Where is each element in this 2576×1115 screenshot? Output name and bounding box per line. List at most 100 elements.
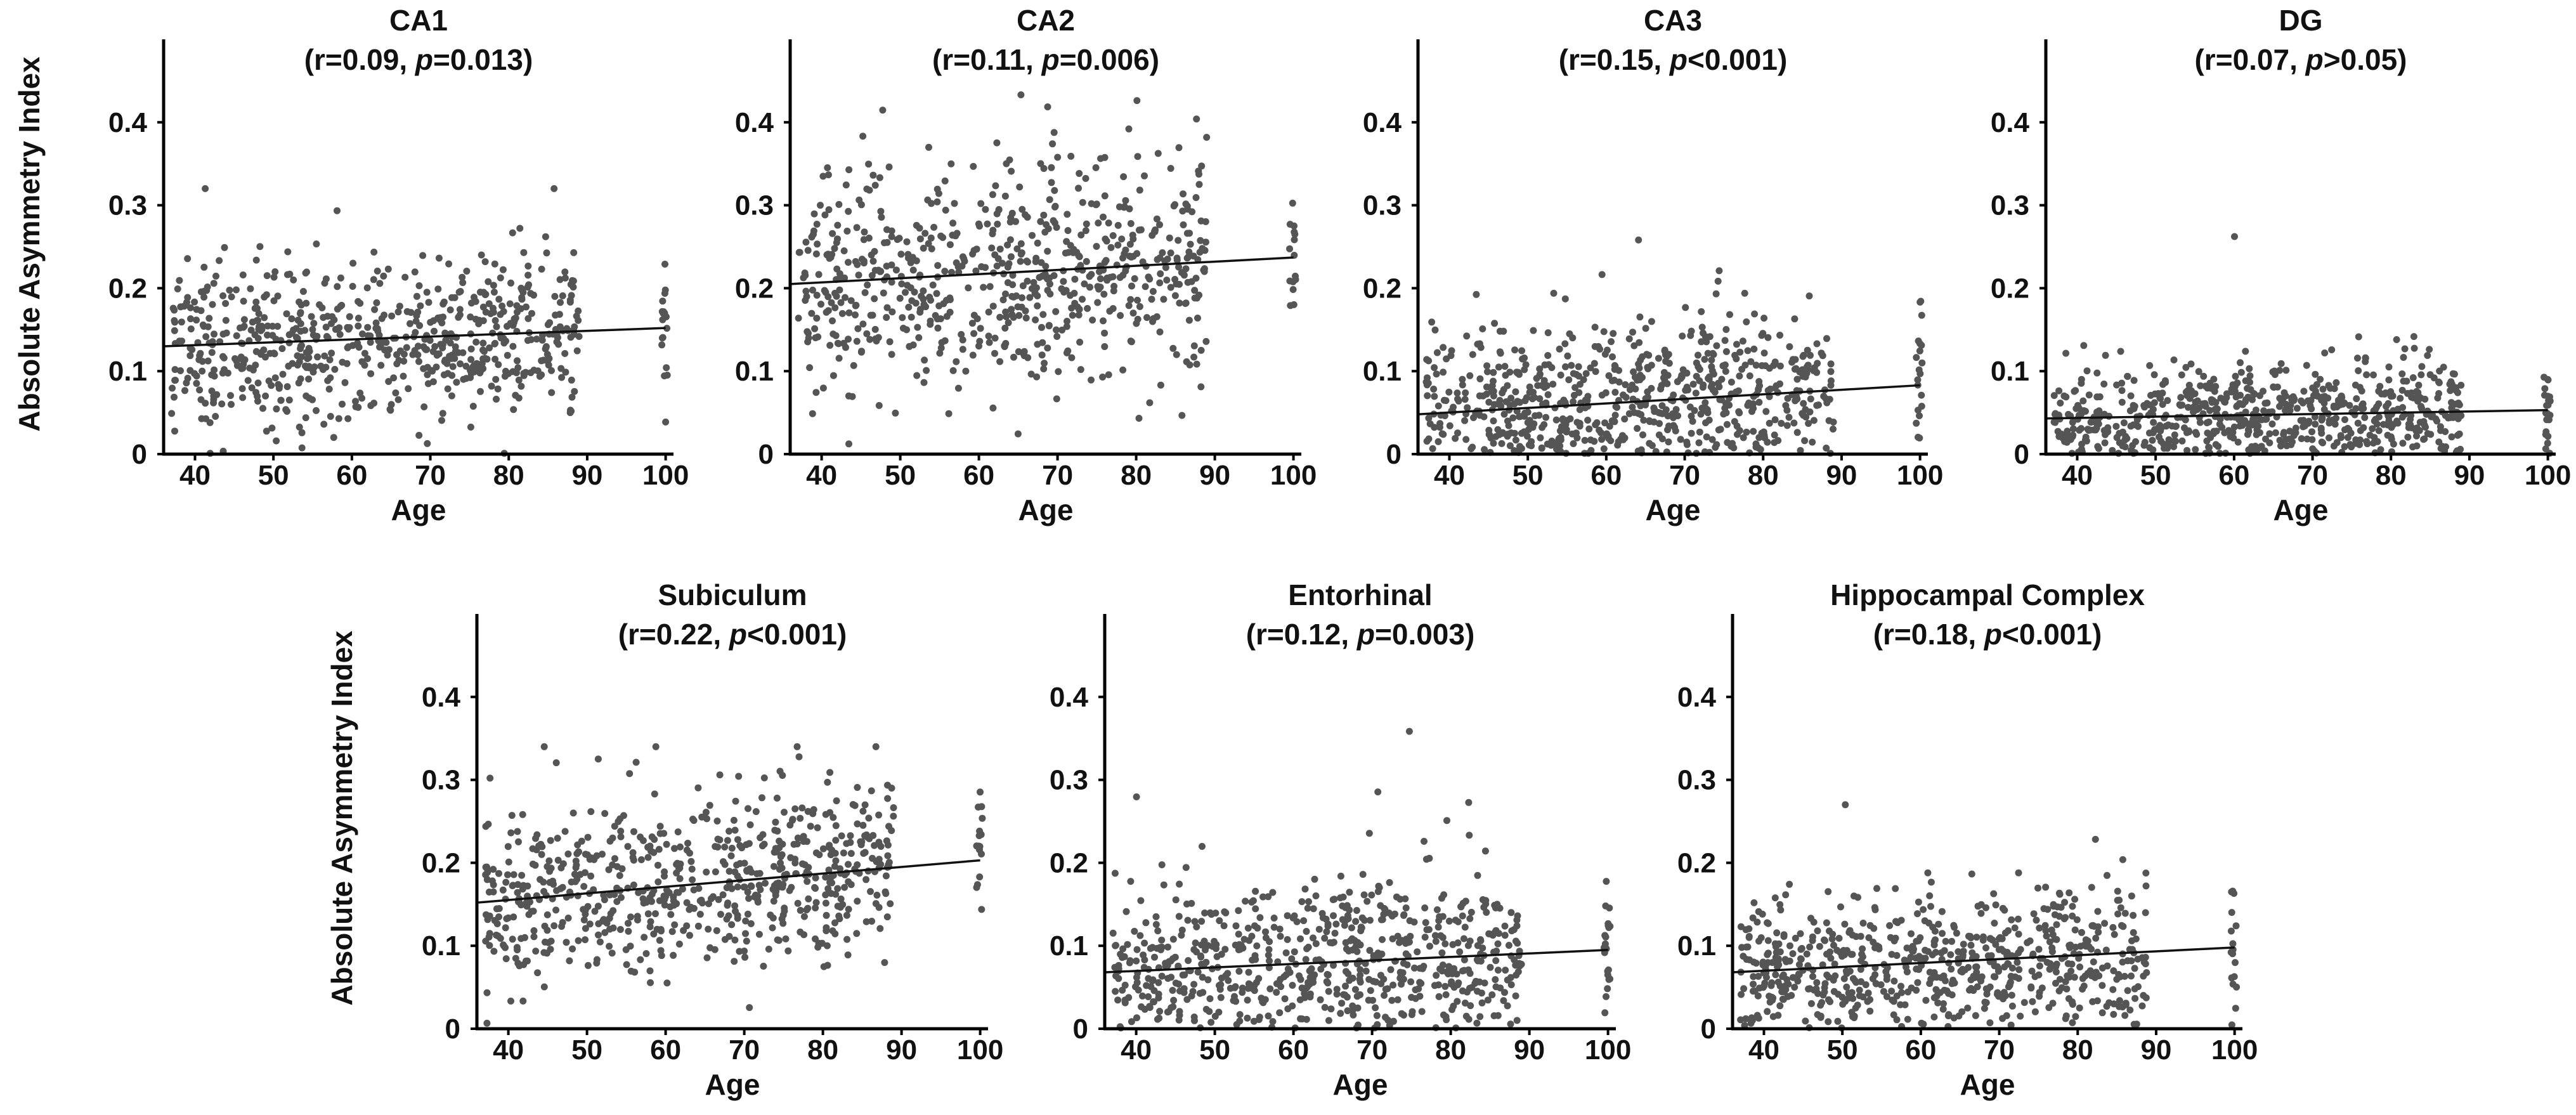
data-point [916, 308, 924, 316]
data-point [2435, 438, 2443, 446]
data-point [2008, 916, 2015, 923]
data-point [1055, 368, 1062, 375]
data-point [1663, 380, 1671, 388]
data-point [1500, 997, 1507, 1005]
data-point [1176, 1008, 1183, 1015]
data-point [1426, 420, 1434, 427]
data-point [1883, 993, 1890, 1000]
data-point [803, 838, 810, 845]
data-point [714, 835, 722, 843]
data-point [811, 325, 819, 332]
data-point [1175, 1016, 1183, 1024]
data-point [2338, 434, 2345, 441]
data-point [2124, 372, 2131, 380]
data-point [1282, 949, 1290, 956]
data-point [1089, 316, 1096, 324]
data-point [2088, 884, 2095, 891]
data-point [1374, 788, 1382, 796]
data-point [1636, 339, 1643, 346]
data-point [490, 304, 497, 312]
data-point [1008, 306, 1015, 313]
data-point [933, 315, 941, 323]
data-point [1511, 429, 1518, 437]
data-point [467, 356, 475, 363]
data-point [2398, 370, 2406, 377]
data-point [1932, 936, 1939, 944]
data-point [2130, 929, 2137, 936]
data-point [840, 849, 847, 857]
data-point [1198, 918, 1206, 925]
data-point [1248, 932, 1256, 940]
data-point [1747, 1019, 1755, 1027]
data-point [1332, 920, 1340, 928]
data-point [758, 794, 765, 802]
data-point [1245, 968, 1252, 976]
data-point [2132, 935, 2140, 942]
data-point [883, 304, 891, 311]
data-point [2404, 433, 2412, 441]
data-point [314, 353, 322, 361]
data-point [1461, 396, 1469, 403]
data-point [1009, 271, 1017, 279]
data-point [1001, 324, 1009, 332]
data-point [1921, 917, 1929, 925]
data-point [2120, 419, 2128, 427]
data-point [1833, 946, 1841, 954]
data-point [2055, 889, 2063, 897]
data-point [1848, 989, 1856, 996]
data-point [2057, 904, 2065, 911]
data-point [1190, 353, 1198, 361]
data-point [993, 139, 1001, 147]
data-point [1289, 199, 1296, 207]
data-point [1017, 240, 1025, 247]
data-point [509, 229, 516, 237]
data-point [221, 244, 228, 251]
data-point [407, 320, 413, 327]
data-point [809, 810, 817, 818]
data-point [1071, 299, 1079, 307]
data-point [1114, 221, 1122, 229]
x-tick-label: 40 [179, 460, 211, 491]
data-point [1194, 315, 1201, 322]
data-point [1650, 418, 1658, 426]
data-point [1793, 429, 1801, 436]
data-point [2435, 390, 2443, 397]
data-point [527, 290, 535, 297]
data-point [731, 958, 738, 965]
data-point [875, 811, 883, 819]
data-point [1819, 961, 1826, 968]
data-point [2119, 958, 2126, 966]
data-point [1349, 974, 1356, 982]
data-point [1158, 972, 1166, 980]
data-point [973, 315, 981, 322]
data-point [2308, 405, 2315, 413]
data-point [1101, 329, 1109, 337]
data-point [2381, 390, 2388, 398]
data-point [644, 910, 652, 918]
data-point [894, 236, 901, 244]
data-point [1917, 297, 1925, 305]
data-point [907, 313, 915, 321]
data-point [536, 372, 543, 380]
data-point [1129, 231, 1136, 239]
data-point [632, 759, 640, 766]
data-point [979, 814, 986, 822]
data-point [1780, 933, 1788, 940]
data-point [868, 271, 876, 279]
data-point [2359, 400, 2367, 408]
data-point [802, 238, 810, 246]
data-point [812, 904, 819, 911]
data-point [1938, 908, 1946, 915]
x-tick-label: 70 [729, 1034, 760, 1066]
data-point [1922, 946, 1929, 954]
data-point [2417, 371, 2425, 379]
data-point [1019, 282, 1027, 290]
data-point [1484, 368, 1491, 375]
data-point [2078, 425, 2085, 433]
data-point [495, 361, 502, 368]
data-point [1967, 976, 1975, 984]
data-point [835, 200, 843, 208]
data-point [953, 259, 960, 266]
data-point [1188, 208, 1196, 216]
data-point [1533, 375, 1540, 382]
